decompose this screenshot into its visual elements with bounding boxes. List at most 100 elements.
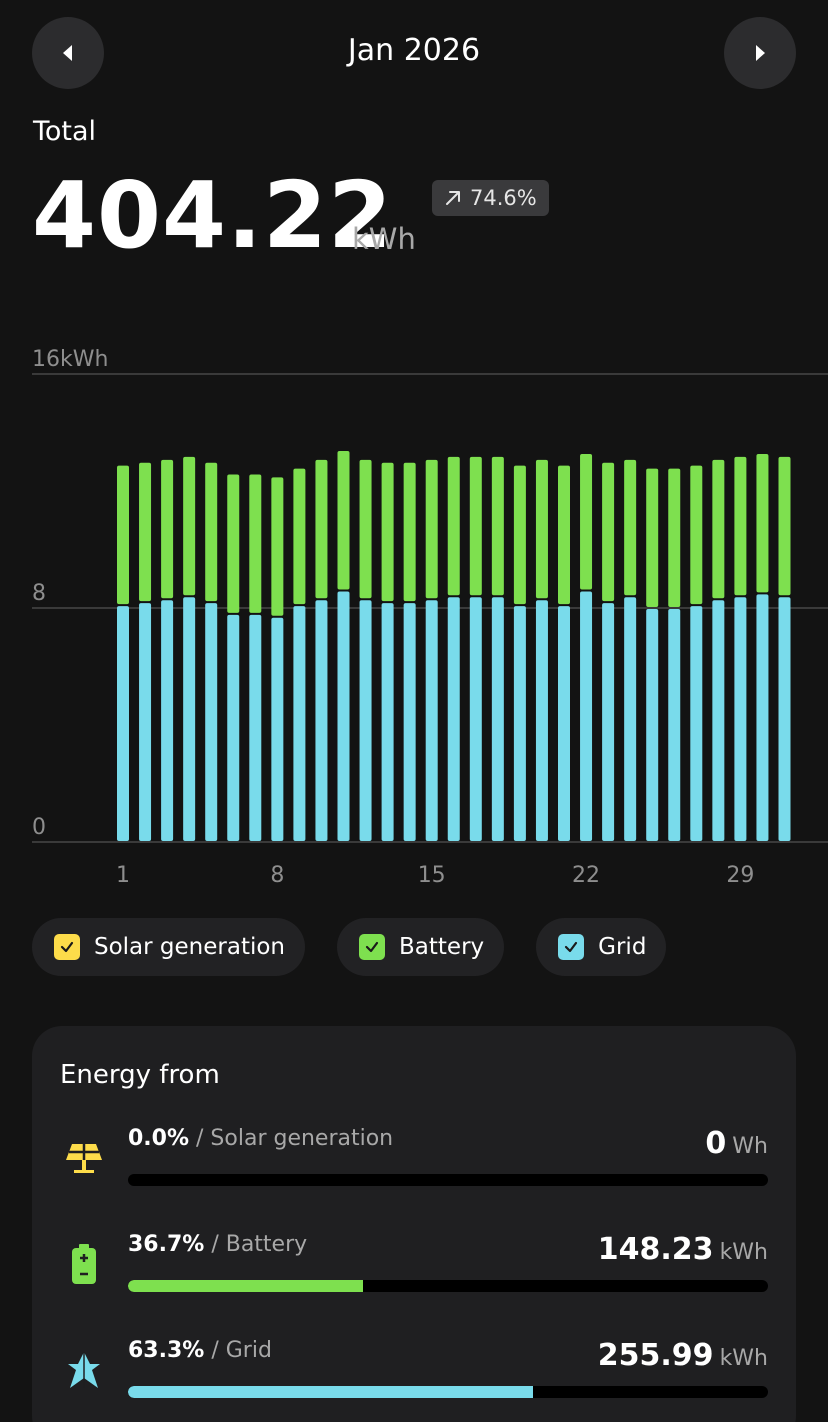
energy-chart: 16kWh 8 0 1 8 15 22 29 (32, 347, 828, 888)
energy-row-grid: 63.3% / Grid 255.99 kWh (32, 1338, 796, 1418)
bar-grid-day-21[interactable] (558, 606, 570, 841)
bar-battery-day-17[interactable] (469, 456, 482, 596)
bar-battery-day-2[interactable] (139, 462, 152, 602)
bar-grid-day-16[interactable] (447, 597, 460, 841)
bar-battery-day-12[interactable] (359, 459, 372, 599)
bar-grid-day-12[interactable] (359, 600, 372, 841)
y-tick-label: 0 (32, 815, 46, 840)
chevron-left-icon (63, 45, 72, 61)
bar-grid-day-3[interactable] (161, 600, 174, 841)
checkbox-checked-icon[interactable] (54, 934, 80, 960)
checkbox-checked-icon[interactable] (558, 934, 585, 960)
energy-row-value: 0 Wh (705, 1126, 768, 1161)
x-tick-label: 29 (726, 863, 754, 888)
legend: Solar generation Battery Grid (32, 918, 667, 976)
progress-fill (128, 1386, 534, 1398)
bar-grid-day-14[interactable] (403, 603, 416, 841)
bar-grid-day-29[interactable] (734, 597, 747, 841)
x-tick-label: 1 (116, 863, 130, 888)
bar-battery-day-23[interactable] (602, 462, 615, 602)
bar-battery-day-21[interactable] (558, 465, 570, 605)
legend-label: Solar generation (94, 934, 286, 960)
bar-battery-day-11[interactable] (337, 451, 350, 590)
bar-grid-day-17[interactable] (469, 597, 482, 841)
energy-row-value: 255.99 kWh (598, 1338, 768, 1373)
bar-grid-day-23[interactable] (602, 603, 615, 841)
grid-tower-icon (60, 1346, 108, 1394)
energy-from-title: Energy from (60, 1060, 220, 1090)
bar-grid-day-22[interactable] (580, 591, 593, 841)
bar-grid-day-2[interactable] (139, 603, 152, 841)
energy-row-unit: kWh (719, 1346, 768, 1371)
bar-battery-day-27[interactable] (690, 465, 703, 605)
energy-from-card: Energy from 0.0% / Solar generation 0 Wh (32, 1026, 796, 1422)
bar-grid-day-30[interactable] (756, 594, 769, 841)
bar-battery-day-14[interactable] (403, 462, 416, 602)
legend-chip-grid[interactable]: Grid (536, 918, 667, 976)
bar-battery-day-16[interactable] (447, 456, 460, 596)
energy-row-name: Grid (225, 1338, 272, 1363)
bar-battery-day-7[interactable] (249, 474, 262, 613)
bar-battery-day-31[interactable] (778, 456, 791, 596)
bar-battery-day-18[interactable] (491, 456, 504, 596)
prev-month-button[interactable] (32, 17, 104, 89)
bar-battery-day-8[interactable] (271, 477, 284, 616)
bar-battery-day-6[interactable] (227, 474, 240, 613)
bar-battery-day-10[interactable] (315, 459, 328, 599)
bar-battery-day-22[interactable] (580, 453, 593, 590)
arrow-up-right-icon (446, 191, 460, 205)
bar-grid-day-24[interactable] (624, 597, 637, 841)
checkbox-checked-icon[interactable] (359, 934, 386, 960)
bar-grid-day-4[interactable] (183, 597, 196, 841)
bar-battery-day-20[interactable] (535, 459, 548, 599)
energy-row-label: 36.7% / Battery (128, 1232, 308, 1257)
legend-chip-solar-generation[interactable]: Solar generation (32, 918, 306, 976)
energy-row-amount: 0 (705, 1126, 727, 1161)
bar-battery-day-15[interactable] (425, 459, 438, 599)
bar-battery-day-1[interactable] (117, 465, 129, 605)
bar-battery-day-9[interactable] (293, 468, 306, 605)
bar-battery-day-30[interactable] (756, 453, 769, 593)
bar-battery-day-13[interactable] (381, 462, 394, 602)
bar-grid-day-5[interactable] (205, 603, 218, 841)
bar-grid-day-13[interactable] (381, 603, 394, 841)
bar-grid-day-31[interactable] (778, 597, 791, 841)
energy-row-amount: 148.23 (597, 1232, 714, 1267)
bar-grid-day-19[interactable] (513, 606, 526, 841)
bar-battery-day-26[interactable] (668, 468, 681, 607)
bar-grid-day-11[interactable] (337, 591, 350, 841)
bar-battery-day-25[interactable] (646, 468, 659, 607)
bar-battery-day-19[interactable] (513, 465, 526, 605)
bar-battery-day-29[interactable] (734, 456, 747, 596)
bar-grid-day-20[interactable] (535, 600, 548, 841)
bar-grid-day-15[interactable] (425, 600, 438, 841)
change-badge: 74.6% (432, 180, 549, 216)
bar-grid-day-18[interactable] (491, 597, 504, 841)
x-tick-label: 15 (418, 863, 446, 888)
bar-grid-day-1[interactable] (117, 606, 129, 841)
bar-grid-day-9[interactable] (293, 606, 306, 841)
bar-grid-day-6[interactable] (227, 614, 240, 841)
bar-grid-day-27[interactable] (690, 606, 703, 841)
bar-grid-day-10[interactable] (315, 600, 328, 841)
month-title: Jan 2026 (347, 33, 481, 68)
total-label: Total (33, 116, 97, 147)
bar-grid-day-25[interactable] (646, 609, 659, 841)
legend-label: Battery (399, 934, 485, 960)
bar-grid-day-7[interactable] (249, 614, 262, 841)
bar-battery-day-3[interactable] (161, 459, 174, 599)
energy-row-name: Solar generation (210, 1126, 394, 1151)
bar-battery-day-5[interactable] (205, 462, 218, 602)
bar-grid-day-8[interactable] (271, 617, 284, 841)
energy-row-pct: 0.0% (128, 1126, 190, 1151)
progress-fill (128, 1280, 363, 1292)
bar-grid-day-28[interactable] (712, 600, 725, 841)
next-month-button[interactable] (724, 17, 796, 89)
bar-grid-day-26[interactable] (668, 609, 681, 841)
bar-battery-day-4[interactable] (183, 456, 196, 596)
energy-row-solar: 0.0% / Solar generation 0 Wh (32, 1126, 796, 1206)
legend-chip-battery[interactable]: Battery (337, 918, 505, 976)
bar-battery-day-24[interactable] (624, 459, 637, 596)
bar-battery-day-28[interactable] (712, 459, 725, 599)
energy-row-unit: Wh (732, 1134, 768, 1159)
